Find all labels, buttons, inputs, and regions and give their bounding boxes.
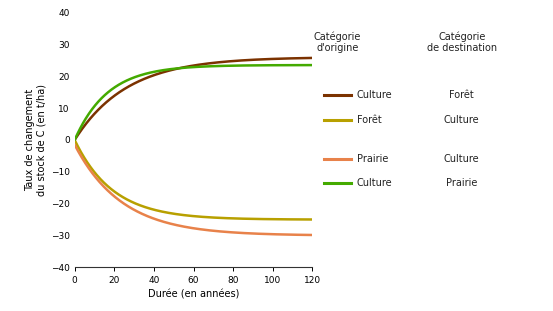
Text: Culture: Culture <box>357 90 392 100</box>
Text: Prairie: Prairie <box>357 154 388 164</box>
Text: Forêt: Forêt <box>450 90 474 100</box>
X-axis label: Durée (en années): Durée (en années) <box>148 290 239 300</box>
Text: Culture: Culture <box>357 179 392 188</box>
Text: Forêt: Forêt <box>357 115 382 125</box>
Text: Culture: Culture <box>444 154 479 164</box>
Text: Catégorie
de destination: Catégorie de destination <box>427 31 497 53</box>
Text: Prairie: Prairie <box>446 179 477 188</box>
Y-axis label: Taux de changement
du stock de C (en t/ha): Taux de changement du stock de C (en t/h… <box>25 84 46 196</box>
Text: Catégorie
d'origine: Catégorie d'origine <box>314 31 361 53</box>
Text: Culture: Culture <box>444 115 479 125</box>
